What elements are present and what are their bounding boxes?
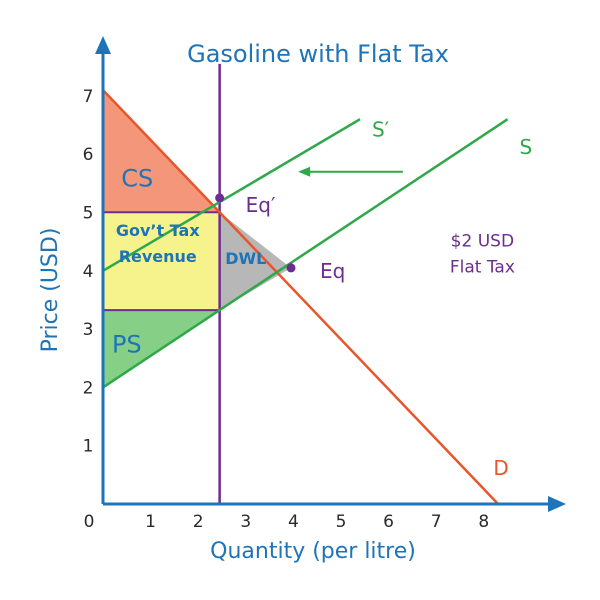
tax-revenue-label-line2: Revenue	[119, 247, 197, 266]
x-tick-label: 8	[478, 512, 489, 532]
shift-arrow-head	[298, 166, 311, 177]
x-tick-label: 4	[288, 512, 299, 532]
y-axis-title: Price (USD)	[38, 228, 63, 353]
axes	[95, 36, 566, 512]
region-dwl	[219, 212, 292, 311]
x-tick-label: 7	[431, 512, 442, 532]
demand-line	[102, 89, 499, 505]
x-tick-label: 1	[145, 512, 156, 532]
x-tick-label: 0	[84, 512, 95, 532]
y-tick-label: 2	[83, 378, 94, 398]
y-tick-label: 7	[83, 87, 94, 107]
y-tick-label: 6	[83, 145, 94, 165]
labels: 0 1 2 3 4 5 6 7 8 1 2 3 4 5 6 7 D S S′ Eq′ Eq CS Gov’t Tax Reve…	[83, 87, 533, 532]
x-tick-label: 5	[336, 512, 347, 532]
x-axis-arrow	[548, 496, 566, 512]
supply-label: S	[520, 135, 533, 159]
chart-title: Gasoline with Flat Tax	[187, 40, 449, 68]
region-tax-revenue	[103, 212, 220, 311]
y-axis-arrow	[95, 36, 111, 54]
eq-prime-point	[215, 193, 225, 203]
x-axis-title: Quantity (per litre)	[210, 539, 416, 564]
y-tick-label: 4	[83, 262, 94, 282]
x-tick-label: 2	[193, 512, 204, 532]
eq-point	[286, 263, 296, 273]
y-tick-label: 5	[83, 204, 94, 224]
ps-label: PS	[112, 330, 142, 358]
dwl-label: DWL	[225, 249, 266, 268]
cs-label: CS	[121, 164, 153, 192]
y-tick-label: 3	[83, 320, 94, 340]
eq-label: Eq	[320, 259, 345, 283]
supply-line	[102, 118, 509, 389]
curve-lines	[102, 63, 509, 505]
demand-label: D	[493, 456, 508, 480]
shifted-supply-label: S′	[372, 118, 390, 142]
flat-tax-note-line1: $2 USD	[451, 231, 514, 251]
flat-tax-note-line2: Flat Tax	[450, 258, 515, 278]
y-tick-label: 1	[83, 437, 94, 457]
tax-revenue-label-line1: Gov’t Tax	[116, 221, 201, 240]
eq-prime-label: Eq′	[246, 193, 276, 217]
shifted-supply-line	[102, 118, 361, 272]
x-tick-label: 6	[383, 512, 394, 532]
x-tick-label: 3	[240, 512, 251, 532]
